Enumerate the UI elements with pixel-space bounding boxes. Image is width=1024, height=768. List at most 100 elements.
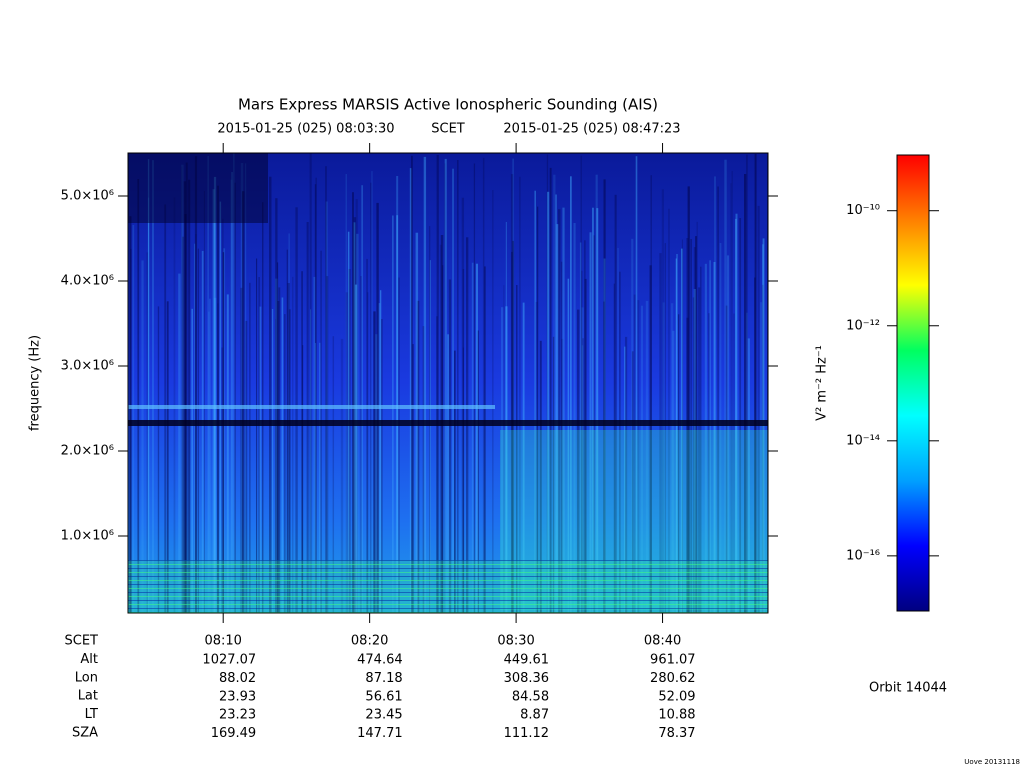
- ephemeris-value: 308.36: [504, 671, 550, 686]
- texture-streak: [396, 176, 399, 613]
- texture-line: [128, 604, 768, 605]
- texture-streak: [375, 334, 378, 613]
- texture-streak: [641, 305, 644, 613]
- texture-streak: [603, 258, 606, 613]
- texture-streak: [221, 347, 224, 613]
- texture-streak: [398, 277, 400, 613]
- texture-streak: [345, 174, 347, 613]
- texture-line: [128, 560, 768, 561]
- texture-streak: [746, 312, 748, 613]
- y-tick-label: 4.0×10⁶: [61, 274, 114, 289]
- texture-streak: [240, 287, 243, 613]
- y-tick-label: 5.0×10⁶: [61, 189, 114, 204]
- texture-streak: [581, 307, 584, 613]
- texture-streak: [672, 330, 675, 613]
- texture-streak: [717, 186, 719, 613]
- texture-streak: [757, 205, 760, 613]
- texture-streak: [379, 290, 382, 613]
- texture-streak: [560, 261, 563, 613]
- texture-streak: [462, 269, 465, 613]
- texture-streak: [735, 218, 737, 613]
- texture-streak: [314, 184, 317, 613]
- texture-streak: [444, 158, 447, 613]
- texture-streak: [240, 163, 244, 613]
- texture-streak: [552, 336, 555, 613]
- ephemeris-value: 10.88: [658, 708, 695, 723]
- texture-streak: [381, 319, 383, 613]
- texture-streak: [662, 302, 665, 613]
- texture-streak: [709, 260, 711, 613]
- texture-streak: [292, 276, 294, 613]
- texture-line: [128, 568, 768, 569]
- texture-streak: [537, 206, 539, 613]
- texture-band: [128, 420, 768, 426]
- ephemeris-label: SZA: [72, 726, 98, 741]
- ephemeris-value: 8.87: [520, 708, 549, 723]
- texture-streak: [584, 240, 586, 614]
- texture-streak: [733, 313, 735, 613]
- texture-streak: [269, 176, 272, 613]
- texture-streak: [577, 309, 580, 613]
- texture-streak: [505, 222, 507, 613]
- texture-streak: [258, 277, 260, 613]
- texture-streak: [754, 154, 757, 613]
- texture-streak: [222, 252, 225, 613]
- ephemeris-label: SCET: [65, 634, 99, 649]
- texture-streak: [501, 307, 504, 613]
- texture-streak: [475, 263, 479, 613]
- texture-streak: [547, 191, 550, 614]
- texture-streak: [441, 265, 444, 613]
- texture-streak: [633, 294, 636, 613]
- texture-streak: [726, 255, 730, 613]
- texture-streak: [373, 311, 376, 613]
- ephemeris-value: 147.71: [357, 726, 403, 741]
- texture-streak: [194, 156, 198, 613]
- texture-streak: [714, 176, 717, 613]
- texture-streak: [281, 297, 284, 613]
- texture-streak: [146, 252, 149, 613]
- texture-streak: [558, 209, 561, 613]
- texture-streak: [754, 277, 756, 613]
- texture-streak: [181, 166, 183, 613]
- texture-streak: [439, 244, 442, 613]
- texture-streak: [295, 207, 298, 614]
- texture-streak: [561, 338, 564, 613]
- texture-line: [128, 596, 768, 597]
- texture-streak: [353, 217, 357, 613]
- texture-streak: [619, 271, 621, 613]
- texture-streak: [650, 175, 652, 613]
- texture-streak: [624, 346, 626, 613]
- ephemeris-value: 52.09: [658, 689, 695, 704]
- texture-streak: [725, 305, 728, 613]
- texture-streak: [436, 154, 439, 613]
- texture-streak: [306, 222, 309, 613]
- texture-streak: [746, 154, 748, 613]
- texture-streak: [416, 300, 420, 613]
- texture-streak: [556, 224, 559, 613]
- texture-streak: [203, 191, 205, 613]
- texture-streak: [370, 182, 372, 613]
- texture-streak: [429, 226, 431, 613]
- texture-streak: [213, 297, 217, 613]
- ephemeris-value: 88.02: [219, 671, 256, 686]
- texture-streak: [477, 330, 479, 613]
- texture-streak: [231, 172, 233, 613]
- texture-streak: [516, 285, 518, 613]
- ephemeris-value: 87.18: [365, 671, 402, 686]
- texture-streak: [286, 249, 288, 613]
- texture-band: [128, 405, 495, 409]
- texture-streak: [147, 159, 150, 613]
- texture-streak: [686, 317, 689, 613]
- ephemeris-value: 111.12: [504, 726, 550, 741]
- y-axis-label: frequency (Hz): [28, 335, 43, 431]
- ephemeris-value: 78.37: [658, 726, 695, 741]
- texture-streak: [681, 239, 683, 613]
- texture-streak: [581, 345, 584, 613]
- spectrogram-texture: [128, 153, 769, 614]
- texture-streak: [471, 262, 474, 613]
- spectrogram-background: [128, 153, 768, 613]
- texture-streak: [570, 176, 572, 614]
- start-time: 2015-01-25 (025) 08:03:30: [217, 122, 394, 137]
- texture-streak: [436, 316, 438, 613]
